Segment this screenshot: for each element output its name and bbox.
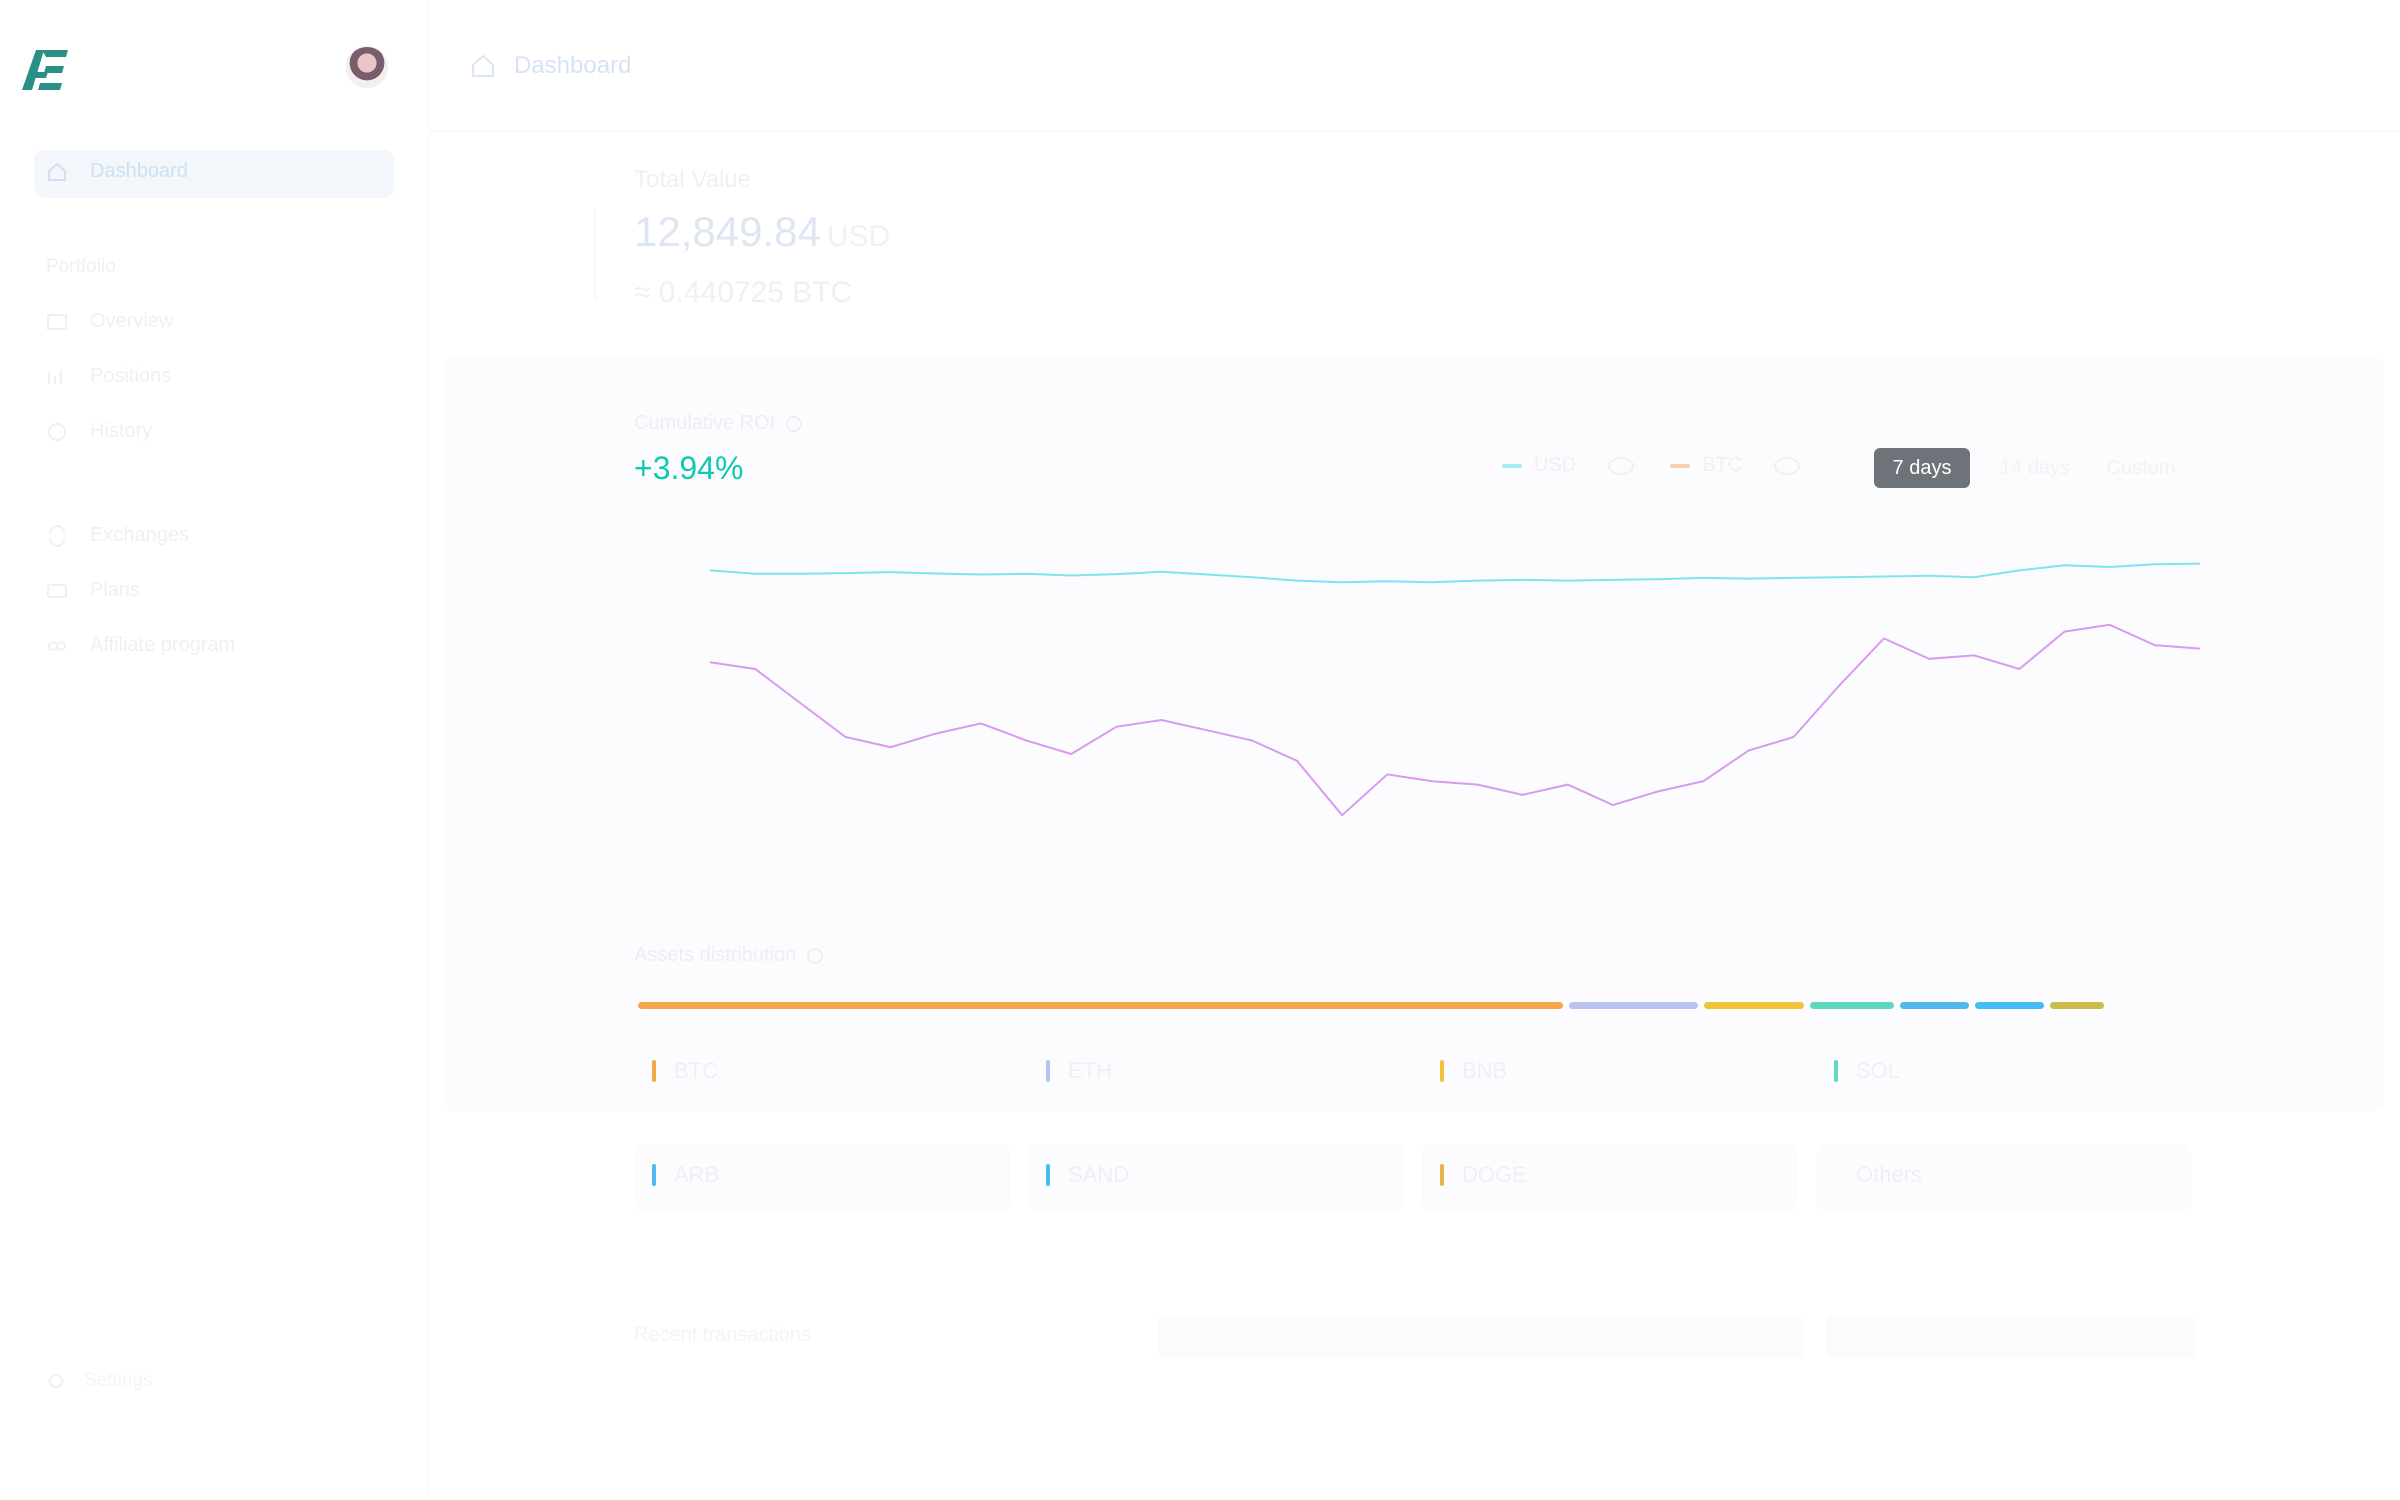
sidebar-item-label: Affiliate program: [90, 634, 236, 656]
sidebar-item-label: Plans: [90, 579, 141, 601]
legend-label-btc: BTC: [1702, 454, 1742, 476]
roi-value: +3.94%: [634, 450, 744, 486]
asset-color-stripe: [1440, 1164, 1444, 1186]
asset-card-arb[interactable]: ARB: [634, 1144, 1010, 1212]
roi-label-text: Cumulative ROI: [634, 412, 776, 434]
asset-name: ETH: [1068, 1058, 1112, 1083]
distribution-segment-btc[interactable]: [638, 1002, 1564, 1009]
asset-card-btc[interactable]: BTC: [634, 1040, 1010, 1108]
range-14-days-button[interactable]: 14 days: [1999, 456, 2071, 479]
info-icon[interactable]: [785, 415, 803, 433]
asset-card-sand[interactable]: SAND: [1028, 1144, 1404, 1212]
app-logo[interactable]: [22, 50, 68, 90]
total-value-amount: 12,849.84 USD: [634, 208, 890, 256]
asset-color-stripe: [652, 1060, 656, 1082]
sidebar-item-plans[interactable]: Plans: [46, 579, 140, 602]
positions-icon: [48, 369, 62, 384]
settings-label: Settings: [84, 1370, 153, 1391]
assets-label-text: Assets distribution: [634, 944, 797, 966]
settings-link[interactable]: Settings: [46, 1370, 153, 1392]
home-icon: [472, 54, 494, 77]
info-icon[interactable]: [806, 947, 824, 965]
sidebar-item-history[interactable]: History: [46, 420, 152, 443]
plans-icon: [47, 583, 67, 598]
range-custom-button[interactable]: Custom: [2106, 456, 2176, 479]
asset-name: Others: [1856, 1162, 1923, 1187]
eye-icon[interactable]: [1774, 456, 1800, 475]
sidebar-item-label: Exchanges: [90, 524, 189, 546]
breadcrumb-title: Dashboard: [514, 52, 632, 79]
asset-name: SOL: [1856, 1058, 1901, 1083]
history-icon: [48, 422, 66, 441]
total-value-number: 12,849.84: [634, 208, 821, 255]
sidebar-item-positions[interactable]: Positions: [46, 365, 171, 388]
recent-transactions-label: Recent transactions: [634, 1324, 811, 1346]
asset-card-doge[interactable]: DOGE: [1422, 1144, 1798, 1212]
distribution-segment-sand[interactable]: [1974, 1002, 2044, 1009]
legend-usd[interactable]: USD: [1502, 454, 1635, 477]
distribution-segment-arb[interactable]: [1899, 1002, 1969, 1009]
gear-icon: [49, 1374, 63, 1388]
asset-name: BNB: [1462, 1058, 1508, 1083]
sidebar-item-label: Overview: [90, 310, 174, 332]
asset-card-eth[interactable]: ETH: [1028, 1040, 1404, 1108]
breadcrumb: Dashboard: [470, 52, 631, 80]
sidebar: Dashboard Portfolio Overview Positions H…: [0, 0, 430, 1500]
nav-active-highlight: [34, 150, 394, 198]
roi-panel: [444, 356, 2384, 1111]
overview-icon: [47, 313, 67, 330]
eye-icon[interactable]: [1608, 456, 1635, 475]
total-value-btc: ≈ 0.440725 BTC: [634, 276, 853, 309]
distribution-segment-bnb[interactable]: [1704, 1002, 1804, 1009]
top-header: [430, 0, 2400, 132]
section-label-portfolio: Portfolio: [46, 256, 116, 277]
transactions-filter-select[interactable]: [1826, 1316, 2196, 1358]
total-value-label: Total Value: [634, 166, 751, 193]
affiliate-icon: [48, 640, 66, 651]
total-value-accent: [594, 210, 596, 300]
distribution-segment-sol[interactable]: [1809, 1002, 1894, 1009]
sidebar-divider: [428, 0, 430, 1500]
sidebar-item-label: Dashboard: [90, 160, 188, 182]
legend-btc[interactable]: BTC: [1670, 454, 1800, 477]
asset-color-stripe: [1046, 1060, 1050, 1082]
assets-label: Assets distribution: [634, 944, 824, 967]
series-line-usd: [709, 562, 2201, 584]
sidebar-item-label: Positions: [90, 365, 172, 387]
asset-card-bnb[interactable]: BNB: [1422, 1040, 1798, 1108]
exchanges-icon: [49, 524, 65, 547]
sidebar-item-affiliate[interactable]: Affiliate program: [46, 634, 235, 657]
asset-color-stripe: [1046, 1164, 1050, 1186]
asset-color-stripe: [652, 1164, 656, 1186]
asset-name: SAND: [1068, 1162, 1130, 1187]
sidebar-item-dashboard[interactable]: Dashboard: [46, 160, 188, 183]
series-line-btc: [709, 623, 2201, 817]
asset-name: DOGE: [1462, 1162, 1527, 1187]
asset-color-stripe: [1440, 1060, 1444, 1082]
sidebar-item-label: History: [90, 420, 153, 442]
sidebar-item-exchanges[interactable]: Exchanges: [46, 524, 189, 547]
distribution-segment-eth[interactable]: [1569, 1002, 1699, 1009]
asset-color-stripe: [1834, 1060, 1838, 1082]
roi-chart: [709, 562, 2201, 817]
asset-name: BTC: [674, 1058, 718, 1083]
sidebar-item-overview[interactable]: Overview: [46, 310, 173, 333]
home-icon: [48, 162, 66, 181]
legend-swatch-btc: [1670, 463, 1690, 468]
asset-card-others[interactable]: Others: [1816, 1144, 2192, 1212]
roi-label: Cumulative ROI: [634, 412, 803, 435]
distribution-segment-doge[interactable]: [2049, 1002, 2104, 1009]
asset-name: ARB: [674, 1162, 720, 1187]
transactions-search-input[interactable]: [1158, 1316, 1804, 1358]
asset-card-sol[interactable]: SOL: [1816, 1040, 2192, 1108]
user-avatar[interactable]: [346, 46, 388, 88]
total-value-unit: USD: [826, 220, 891, 253]
range-7-days-button[interactable]: 7 days: [1874, 448, 1970, 488]
legend-swatch-usd: [1502, 463, 1522, 468]
legend-label-usd: USD: [1534, 454, 1577, 476]
